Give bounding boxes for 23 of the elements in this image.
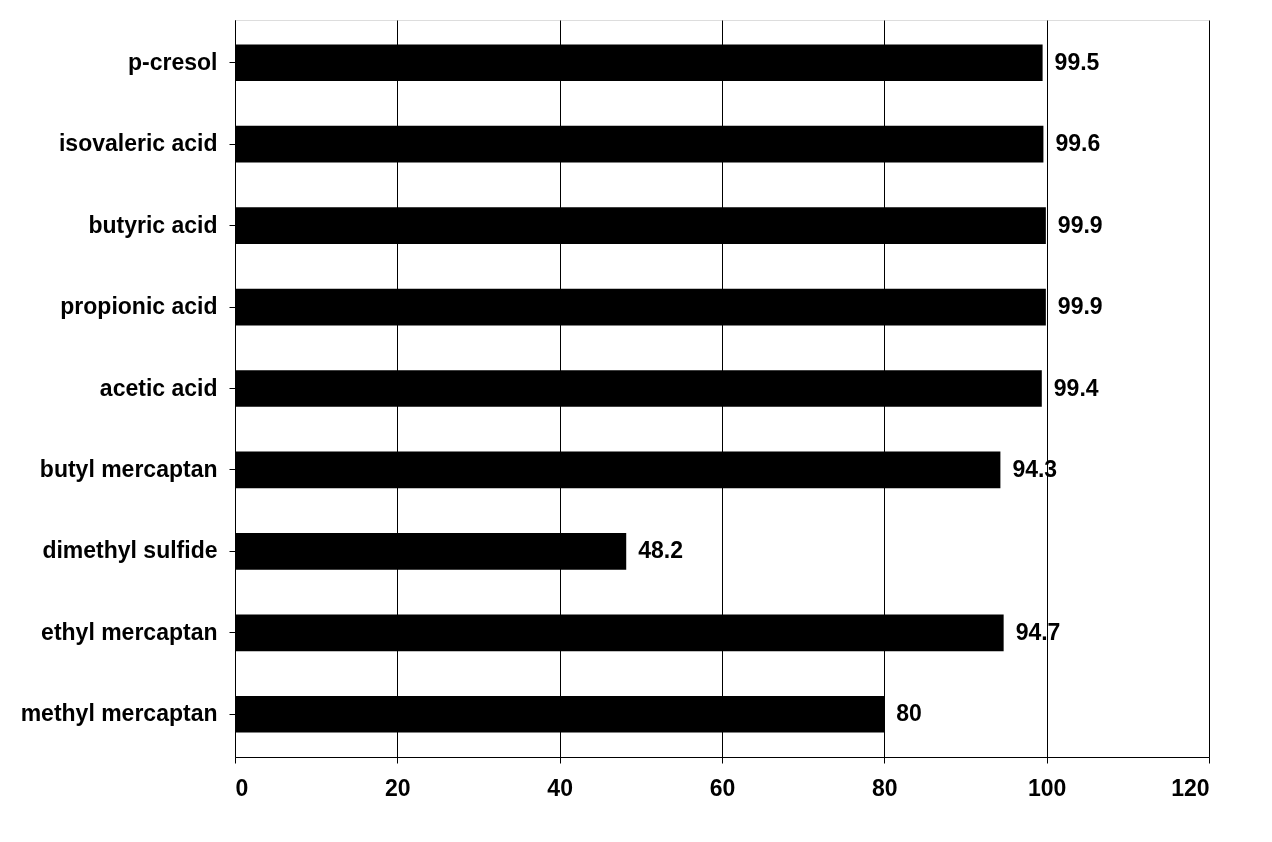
x-tick-label: 0 [235,774,249,801]
y-tick-label: butyl mercaptan [39,455,218,482]
data-label: 80 [896,700,922,727]
y-tick-label: methyl mercaptan [20,700,218,727]
y-tick-label: acetic acid [99,374,218,401]
x-tick-label: 100 [1027,774,1067,801]
y-tick-label: p-cresol [128,48,218,75]
y-tick-label: isovaleric acid [58,130,218,157]
x-tick-label: 80 [872,774,898,801]
x-tick-label: 40 [547,774,573,801]
data-label: 99.4 [1053,374,1099,401]
data-label: 99.6 [1055,130,1101,157]
data-label: 99.9 [1057,293,1103,320]
y-tick-label: butyric acid [88,211,218,238]
x-tick-label: 60 [709,774,736,801]
data-label: 99.9 [1057,211,1103,238]
y-tick-label: ethyl mercaptan [41,618,218,645]
data-label: 99.5 [1054,48,1100,75]
y-tick-label: propionic acid [60,293,218,320]
x-tick-label: 20 [385,774,411,801]
y-tick-label: dimethyl sulfide [42,537,218,564]
data-label: 48.2 [638,537,683,564]
x-tick-label: 120 [1171,774,1210,801]
